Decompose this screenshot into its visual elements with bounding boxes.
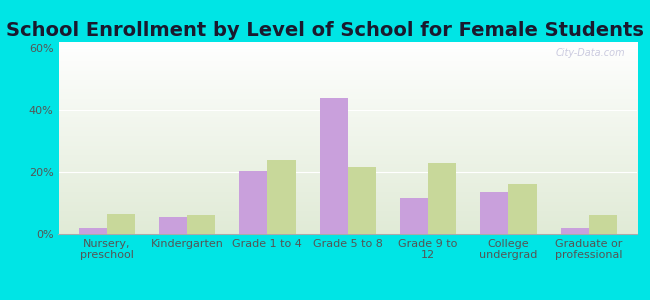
Bar <box>428 163 456 234</box>
Text: School Enrollment by Level of School for Female Students: School Enrollment by Level of School for… <box>6 21 644 40</box>
Bar <box>267 160 296 234</box>
Bar <box>107 214 135 234</box>
Bar <box>79 228 107 234</box>
Bar <box>348 167 376 234</box>
Bar <box>187 215 215 234</box>
Bar <box>561 228 589 234</box>
Bar <box>320 98 348 234</box>
Bar <box>508 184 536 234</box>
Bar <box>159 217 187 234</box>
Text: City-Data.com: City-Data.com <box>556 48 625 58</box>
Bar <box>400 198 428 234</box>
Bar <box>239 170 267 234</box>
Bar <box>480 192 508 234</box>
Bar <box>589 215 617 234</box>
